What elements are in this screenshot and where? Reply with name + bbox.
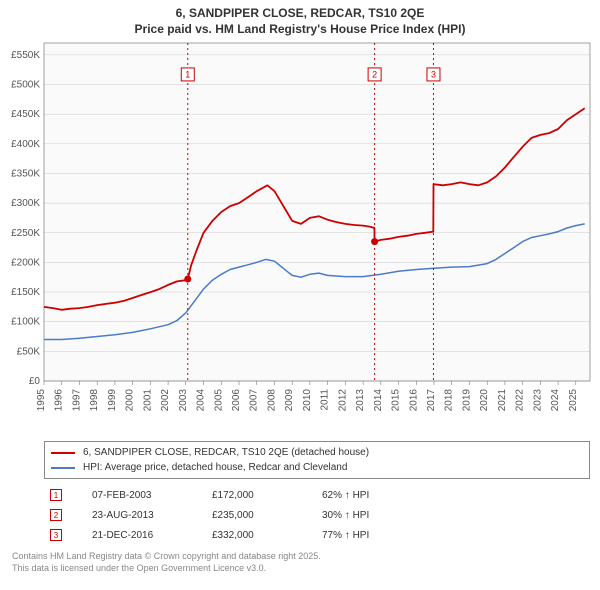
sale-marker-dot (371, 238, 378, 245)
x-tick-label: 2020 (479, 389, 490, 412)
legend-row-2: HPI: Average price, detached house, Redc… (51, 460, 583, 475)
y-tick-label: £200K (11, 258, 40, 269)
x-tick-label: 2014 (373, 389, 384, 412)
sale-price: £172,000 (212, 490, 292, 501)
x-tick-label: 2018 (444, 389, 455, 412)
footer-attribution: Contains HM Land Registry data © Crown c… (0, 545, 600, 574)
x-tick-label: 2017 (426, 389, 437, 412)
sale-marker-icon: 1 (50, 489, 62, 501)
x-tick-label: 1999 (107, 389, 118, 412)
sale-diff: 62% ↑ HPI (322, 490, 402, 501)
title-line-1: 6, SANDPIPER CLOSE, REDCAR, TS10 2QE (0, 6, 600, 22)
x-tick-label: 1998 (89, 389, 100, 412)
legend-label-2: HPI: Average price, detached house, Redc… (83, 462, 347, 473)
chart-container: { "title_line1": "6, SANDPIPER CLOSE, RE… (0, 0, 600, 590)
footer-line-1: Contains HM Land Registry data © Crown c… (12, 551, 588, 563)
y-tick-label: £550K (11, 50, 40, 61)
x-tick-label: 2025 (568, 389, 579, 412)
chart-plot-area: £0 £50K £100K £150K £200K £250K £300K £350K £400… (0, 37, 600, 437)
legend-swatch-1 (51, 452, 75, 454)
sale-diff: 30% ↑ HPI (322, 510, 402, 521)
legend-label-1: 6, SANDPIPER CLOSE, REDCAR, TS10 2QE (de… (83, 447, 369, 458)
chart-title: 6, SANDPIPER CLOSE, REDCAR, TS10 2QE Pri… (0, 0, 600, 37)
x-tick-label: 2023 (532, 389, 543, 412)
x-tick-label: 1996 (54, 389, 65, 412)
x-tick-label: 2005 (213, 389, 224, 412)
sale-date: 21-DEC-2016 (92, 530, 182, 541)
sale-row: 3 21-DEC-2016 £332,000 77% ↑ HPI (50, 525, 590, 545)
y-tick-label: £300K (11, 198, 40, 209)
sale-marker-number: 3 (431, 70, 436, 80)
x-tick-label: 2021 (497, 389, 508, 412)
x-tick-label: 2022 (515, 389, 526, 412)
sale-row: 1 07-FEB-2003 £172,000 62% ↑ HPI (50, 485, 590, 505)
sale-marker-number: 1 (185, 70, 190, 80)
sale-marker-number: 2 (372, 70, 377, 80)
x-tick-label: 2012 (337, 389, 348, 412)
y-tick-label: £0 (29, 376, 41, 387)
sale-date: 23-AUG-2013 (92, 510, 182, 521)
y-tick-label: £150K (11, 287, 40, 298)
x-tick-label: 2009 (284, 389, 295, 412)
x-tick-label: 2010 (302, 389, 313, 412)
chart-svg: £0 £50K £100K £150K £200K £250K £300K £350K £400… (0, 37, 600, 437)
sale-price: £332,000 (212, 530, 292, 541)
legend-row-1: 6, SANDPIPER CLOSE, REDCAR, TS10 2QE (de… (51, 445, 583, 460)
sales-table: 1 07-FEB-2003 £172,000 62% ↑ HPI 2 23-AUG-201… (50, 485, 590, 545)
x-tick-label: 2008 (266, 389, 277, 412)
x-tick-label: 1997 (71, 389, 82, 412)
x-tick-label: 2013 (355, 389, 366, 412)
x-tick-label: 2019 (461, 389, 472, 412)
footer-line-2: This data is licensed under the Open Gov… (12, 563, 588, 575)
x-tick-label: 2024 (550, 389, 561, 412)
y-tick-label: £100K (11, 317, 40, 328)
x-tick-label: 2015 (391, 389, 402, 412)
sale-marker-dot (184, 276, 191, 283)
sale-marker-icon: 3 (50, 529, 62, 541)
x-tick-label: 2000 (125, 389, 136, 412)
x-tick-label: 2016 (408, 389, 419, 412)
x-tick-label: 2011 (320, 389, 331, 411)
sale-date: 07-FEB-2003 (92, 490, 182, 501)
legend: 6, SANDPIPER CLOSE, REDCAR, TS10 2QE (de… (44, 441, 590, 479)
x-tick-label: 2007 (249, 389, 260, 412)
y-tick-label: £400K (11, 139, 40, 150)
sale-price: £235,000 (212, 510, 292, 521)
x-tick-label: 1995 (36, 389, 47, 412)
sale-diff: 77% ↑ HPI (322, 530, 402, 541)
y-tick-label: £250K (11, 228, 40, 239)
x-tick-label: 2003 (178, 389, 189, 412)
y-tick-label: £350K (11, 169, 40, 180)
legend-swatch-2 (51, 467, 75, 469)
sale-marker-icon: 2 (50, 509, 62, 521)
sale-row: 2 23-AUG-2013 £235,000 30% ↑ HPI (50, 505, 590, 525)
x-tick-label: 2004 (196, 389, 207, 412)
y-tick-label: £50K (17, 347, 41, 358)
x-tick-label: 2001 (142, 389, 153, 412)
x-tick-label: 2002 (160, 389, 171, 412)
title-line-2: Price paid vs. HM Land Registry's House … (0, 22, 600, 38)
y-tick-label: £500K (11, 80, 40, 91)
y-tick-label: £450K (11, 109, 40, 120)
x-tick-label: 2006 (231, 389, 242, 412)
plot-bg (44, 43, 590, 381)
